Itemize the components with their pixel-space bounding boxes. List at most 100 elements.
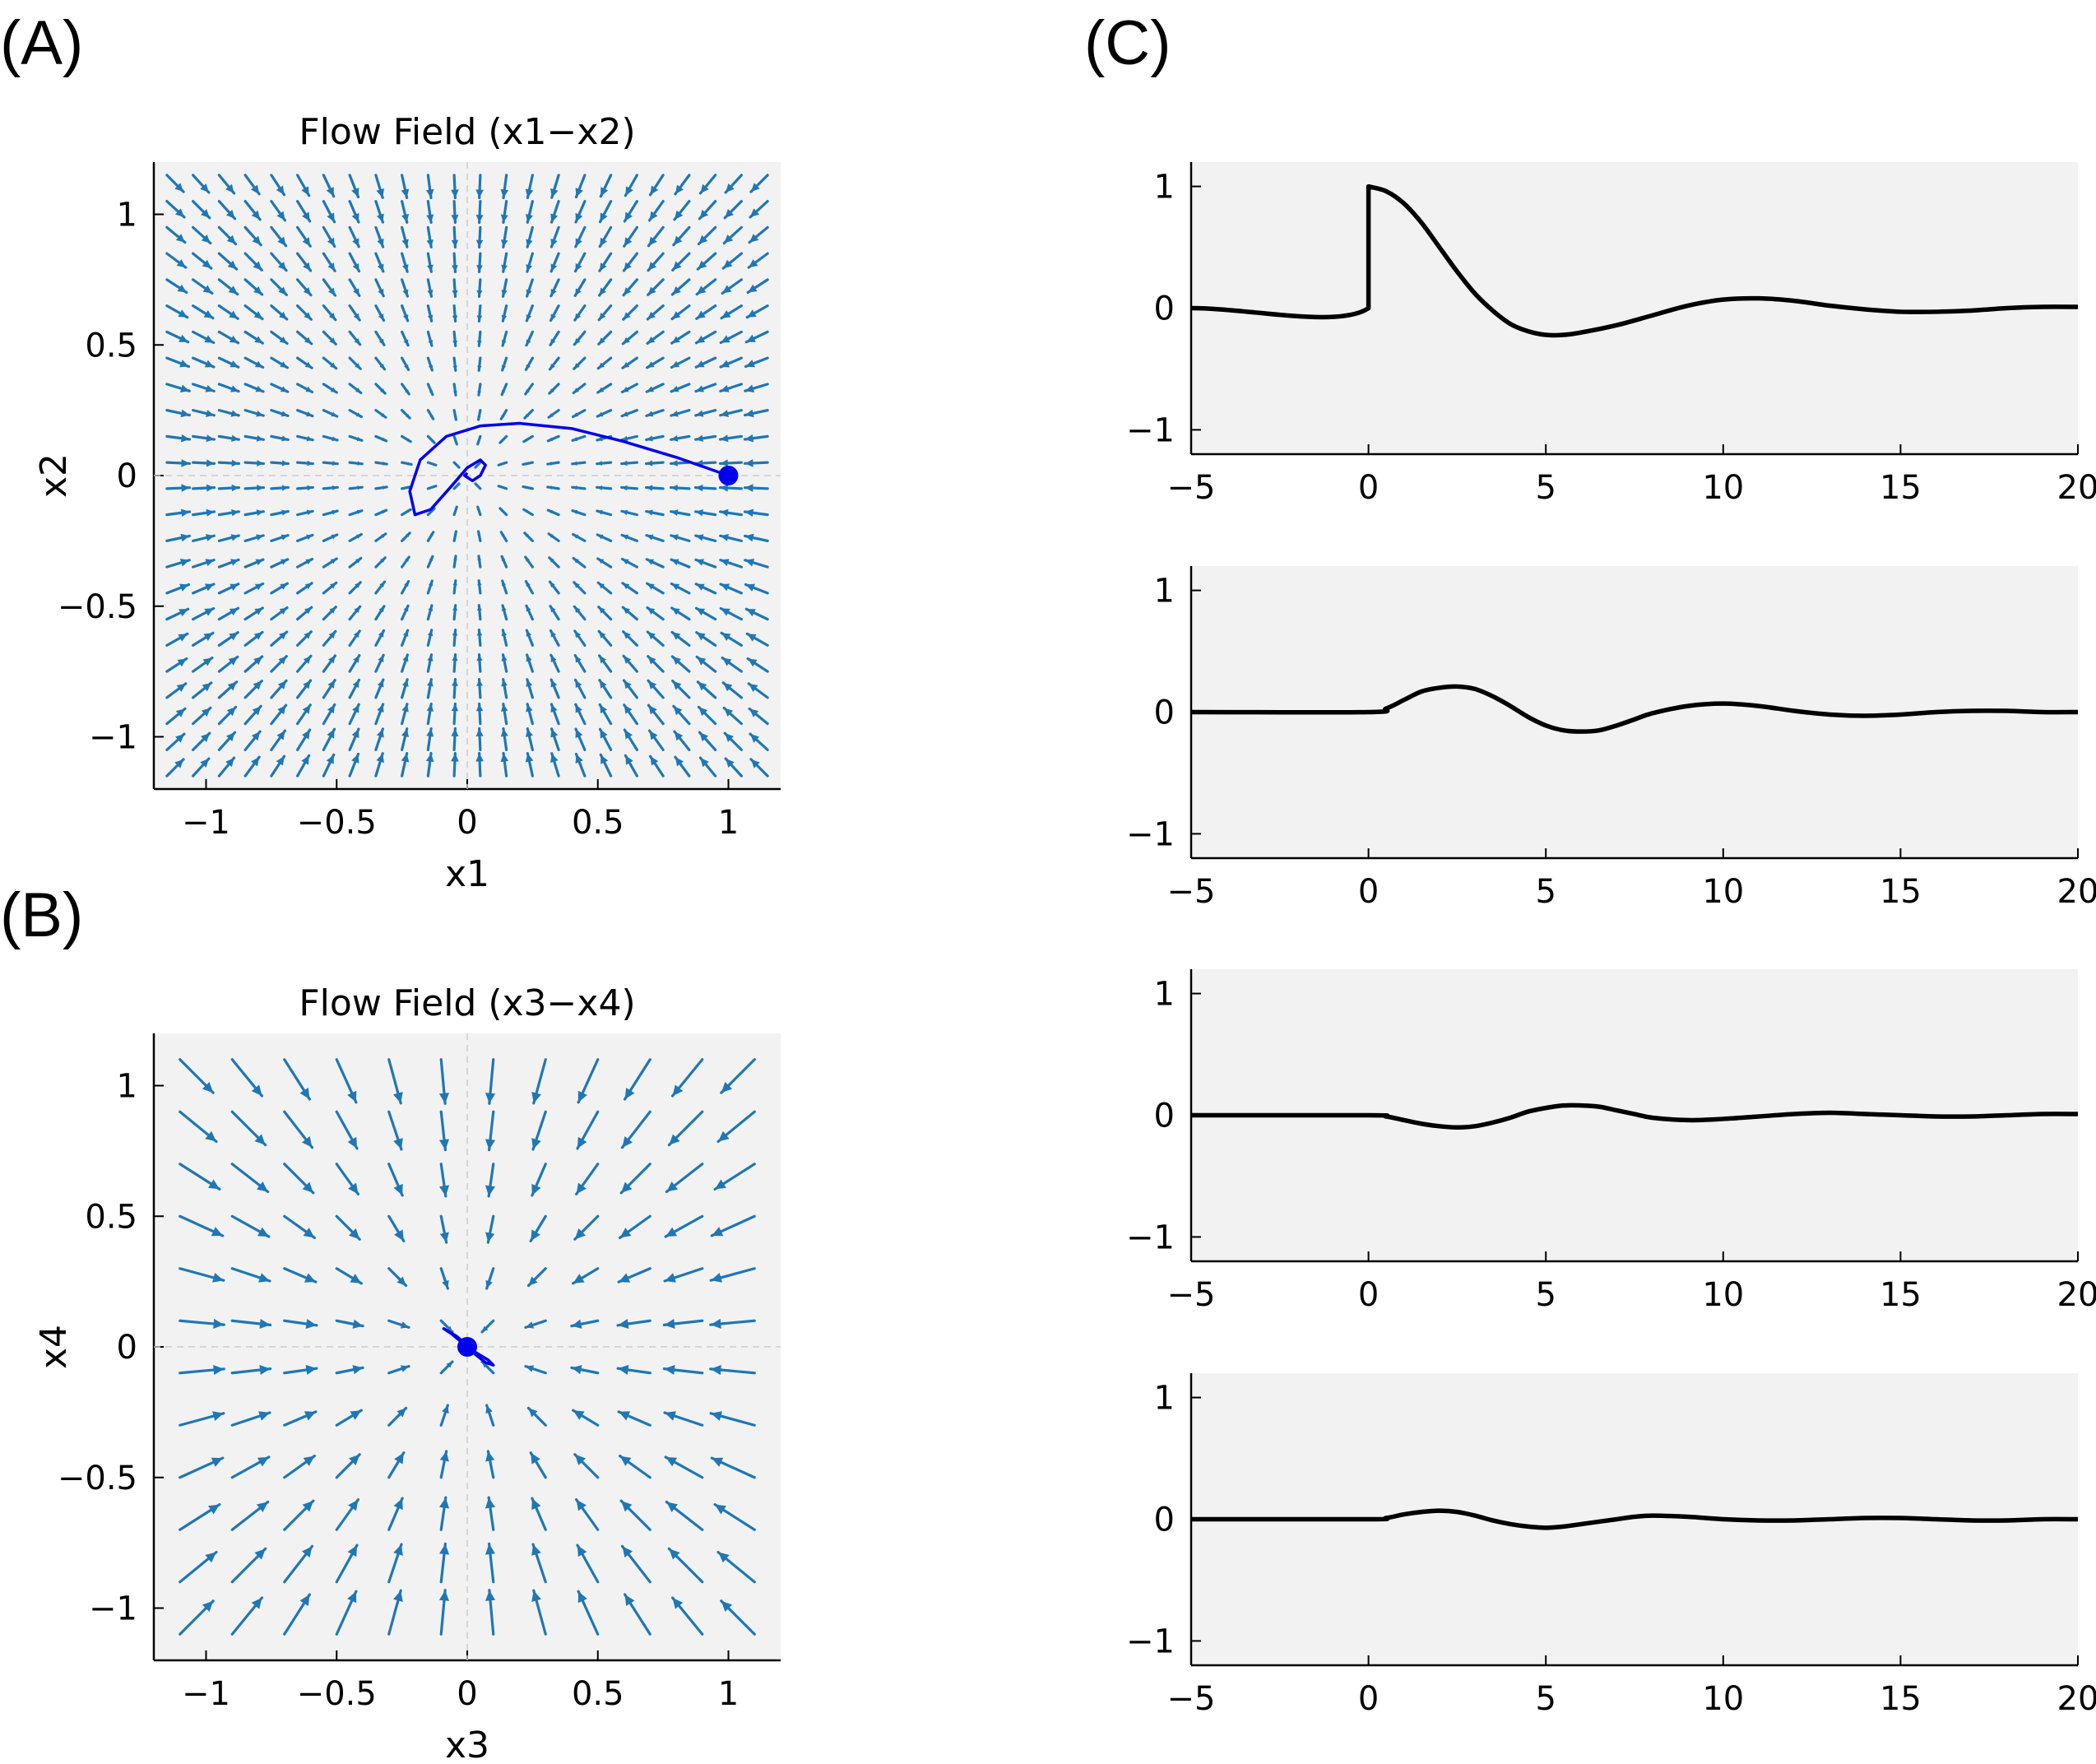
- flow-arrow: [165, 607, 190, 621]
- flow-arrow: [573, 605, 587, 621]
- flow-arrow: [623, 1593, 652, 1636]
- x-tick-label: 10: [1702, 469, 1744, 507]
- flow-arrow: [348, 461, 364, 466]
- flow-arrow: [348, 200, 360, 224]
- flow-arrow: [571, 509, 587, 517]
- flow-arrow: [744, 356, 769, 369]
- flow-arrow: [401, 330, 410, 347]
- flow-arrow: [663, 1411, 704, 1427]
- flow-arrow: [549, 304, 560, 323]
- flow-arrow: [623, 200, 638, 223]
- flow-arrow: [623, 703, 638, 726]
- flow-arrow: [217, 356, 240, 369]
- flow-arrow: [387, 1267, 408, 1288]
- x-tick-label: 0.5: [572, 1675, 624, 1713]
- flow-arrow: [192, 459, 216, 467]
- flow-arrow: [572, 383, 587, 395]
- flow-arrow: [646, 330, 665, 346]
- flow-arrow: [719, 583, 743, 595]
- flow-arrow: [165, 434, 192, 443]
- flow-arrow: [192, 606, 216, 621]
- x-axis-label: x3: [445, 1725, 489, 1764]
- flow-arrow: [192, 174, 211, 194]
- flow-arrow: [401, 174, 410, 199]
- flow-arrow: [243, 485, 266, 491]
- flow-arrow: [524, 1319, 547, 1329]
- flow-arrow: [598, 679, 613, 699]
- flow-arrow: [696, 680, 717, 699]
- flow-arrow: [165, 304, 189, 319]
- flow-arrow: [192, 559, 216, 569]
- flow-arrow: [322, 485, 339, 490]
- flow-arrow: [296, 434, 314, 442]
- flow-arrow: [550, 225, 560, 248]
- flow-arrow: [531, 1110, 547, 1151]
- flow-arrow: [387, 1543, 403, 1584]
- flow-arrow: [374, 556, 387, 569]
- flow-arrow: [526, 703, 534, 726]
- flow-arrow: [283, 1364, 318, 1375]
- y-tick-label: −1: [1126, 1219, 1175, 1256]
- flow-arrow: [499, 409, 508, 420]
- flow-arrow: [718, 434, 743, 443]
- flow-arrow: [573, 330, 587, 346]
- flow-arrow: [526, 278, 534, 298]
- flow-arrow: [531, 1058, 547, 1105]
- flow-arrow: [573, 1453, 600, 1479]
- flow-arrow: [673, 200, 691, 221]
- flow-arrow: [348, 330, 362, 346]
- flow-arrow: [439, 1214, 449, 1244]
- flow-arrow: [374, 653, 385, 673]
- flow-arrow: [693, 484, 717, 492]
- flow-arrow: [573, 678, 587, 699]
- flow-arrow: [270, 409, 290, 417]
- flow-arrow: [439, 1404, 449, 1427]
- flow-arrow: [243, 252, 263, 272]
- flow-arrow: [571, 532, 587, 542]
- flow-arrow: [501, 653, 508, 673]
- flow-arrow: [452, 461, 461, 469]
- flow-arrow: [485, 1110, 496, 1152]
- flow-arrow: [547, 532, 560, 542]
- flow-arrow: [548, 580, 560, 595]
- flow-arrow: [485, 1214, 495, 1244]
- flow-arrow: [646, 630, 665, 647]
- flow-arrow: [322, 533, 339, 542]
- flow-arrow: [622, 252, 638, 272]
- flow-arrow: [476, 434, 482, 446]
- flow-arrow: [243, 200, 262, 221]
- flow-arrow: [348, 304, 361, 322]
- flow-arrow: [387, 1214, 406, 1242]
- flow-arrow: [548, 383, 560, 395]
- flow-arrow: [296, 225, 312, 248]
- flow-arrow: [348, 225, 360, 248]
- flow-arrow: [217, 484, 241, 492]
- flow-arrow: [476, 629, 483, 647]
- flow-arrow: [713, 1163, 756, 1191]
- flow-arrow: [621, 356, 638, 369]
- flow-arrow: [526, 1406, 547, 1427]
- flow-arrow: [524, 383, 534, 396]
- flow-arrow: [387, 1110, 403, 1151]
- flow-arrow: [749, 758, 769, 778]
- flow-arrow: [296, 330, 313, 346]
- flow-arrow: [296, 630, 313, 647]
- flow-arrow: [499, 531, 508, 542]
- flow-arrow: [270, 509, 290, 517]
- flow-arrow: [243, 330, 264, 345]
- flow-arrow: [621, 582, 638, 595]
- flow-arrow: [616, 1319, 652, 1330]
- flow-arrow: [322, 252, 336, 272]
- flow-arrow: [438, 1110, 450, 1152]
- flow-arrow: [744, 559, 769, 569]
- flow-arrow: [165, 484, 192, 492]
- flow-arrow: [426, 629, 434, 647]
- flow-arrow: [665, 1500, 704, 1531]
- flow-arrow: [217, 459, 241, 467]
- flow-arrow: [572, 556, 587, 569]
- flow-arrow: [426, 703, 434, 726]
- flow-arrow: [719, 383, 743, 392]
- flow-arrow: [670, 630, 691, 647]
- flow-arrow: [335, 1267, 363, 1285]
- flow-arrow: [619, 1163, 652, 1195]
